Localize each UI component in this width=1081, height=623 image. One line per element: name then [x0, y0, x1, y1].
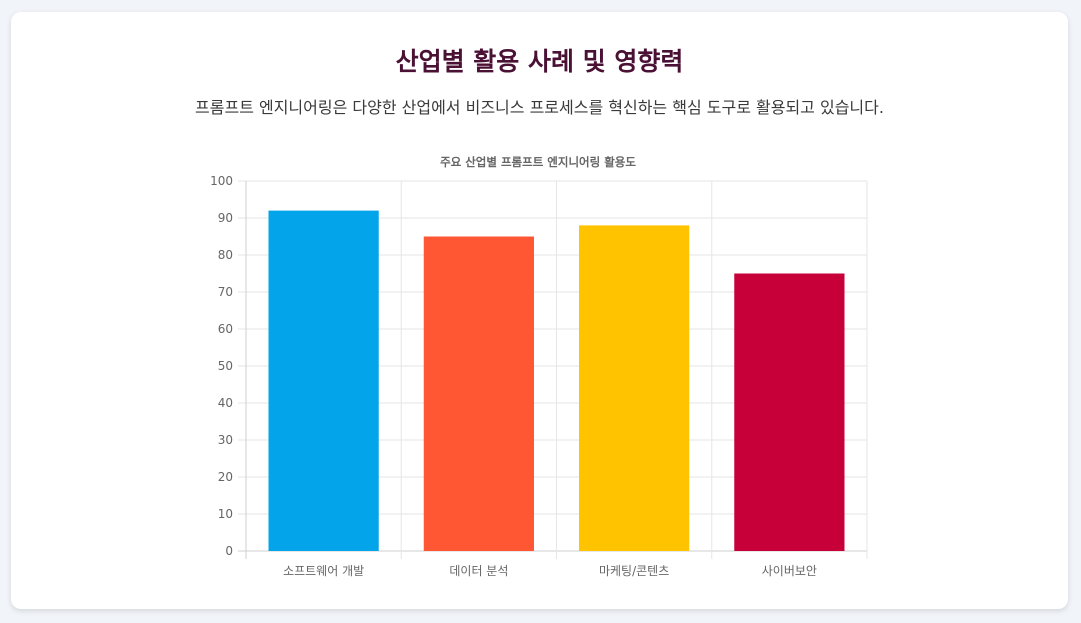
content-card: 산업별 활용 사례 및 영향력 프롬프트 엔지니어링은 다양한 산업에서 비즈니… — [11, 12, 1068, 609]
bar-3 — [579, 225, 690, 551]
x-tick-label: 데이터 분석 — [449, 564, 508, 578]
chart-title: 주요 산업별 프롬프트 엔지니어링 활용도 — [440, 155, 636, 169]
bar-2 — [423, 236, 534, 551]
y-axis-ticks: 0 10 20 30 40 50 60 70 80 90 100 — [210, 174, 233, 558]
y-tick-label: 10 — [218, 507, 233, 521]
x-tick-label: 마케팅/콘텐츠 — [599, 564, 669, 578]
x-axis-ticks: 소프트웨어 개발 데이터 분석 마케팅/콘텐츠 사이버보안 — [283, 564, 817, 578]
y-tick-label: 50 — [218, 359, 233, 373]
y-tick-label: 0 — [225, 544, 233, 558]
x-tick-label: 소프트웨어 개발 — [283, 564, 364, 578]
y-tick-label: 70 — [218, 285, 233, 299]
y-tick-label: 80 — [218, 248, 233, 262]
page-subtitle: 프롬프트 엔지니어링은 다양한 산업에서 비즈니스 프로세스를 혁신하는 핵심 … — [195, 98, 884, 117]
y-tick-label: 90 — [218, 211, 233, 225]
bar-1 — [268, 210, 379, 551]
y-tick-label: 60 — [218, 322, 233, 336]
y-tick-label: 20 — [218, 470, 233, 484]
y-tick-label: 100 — [210, 174, 233, 188]
chart-bars — [268, 210, 845, 551]
page-title: 산업별 활용 사례 및 영향력 — [395, 47, 684, 76]
x-tick-label: 사이버보안 — [762, 564, 817, 578]
y-tick-label: 30 — [218, 433, 233, 447]
y-tick-label: 40 — [218, 396, 233, 410]
bar-4 — [734, 273, 845, 551]
